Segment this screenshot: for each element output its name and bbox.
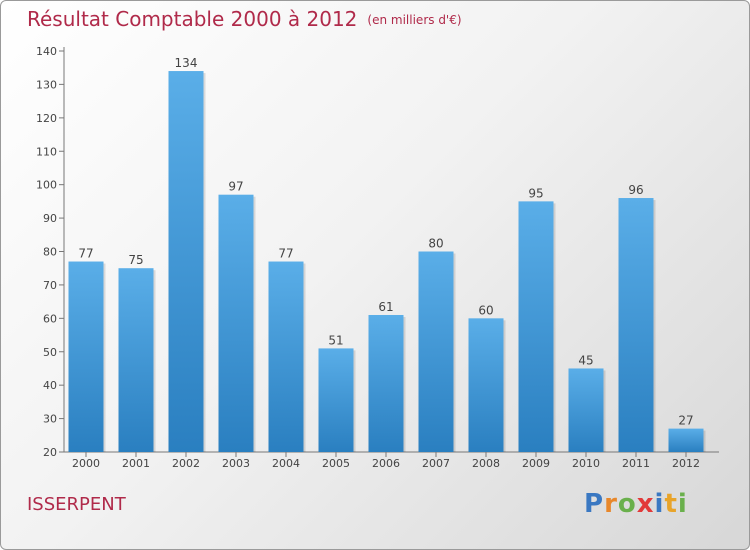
- x-tick-label: 2007: [422, 457, 450, 470]
- proxiti-logo: Proxiti: [584, 489, 688, 519]
- logo-letter: o: [617, 489, 637, 519]
- bar-2002: [168, 71, 204, 453]
- logo-letter: P: [584, 489, 605, 519]
- x-tick-label: 2008: [472, 457, 500, 470]
- bar-2006: [368, 314, 404, 452]
- y-tick-label: 20: [43, 446, 57, 459]
- bar-value-label: 134: [175, 56, 198, 70]
- bar-2008: [468, 318, 504, 452]
- bar-2010: [568, 368, 604, 452]
- bar-2004: [268, 261, 304, 452]
- bar-value-label: 45: [578, 353, 593, 367]
- logo-letter: x: [636, 489, 655, 519]
- y-tick-label: 100: [36, 179, 57, 192]
- y-tick-label: 40: [43, 379, 57, 392]
- x-tick-label: 2001: [122, 457, 150, 470]
- bar-value-label: 95: [528, 186, 543, 200]
- x-tick-label: 2002: [172, 457, 200, 470]
- bar-2011: [618, 198, 654, 452]
- chart-unit: (en milliers d'€): [367, 13, 462, 27]
- bar-value-label: 97: [228, 180, 243, 194]
- x-tick-label: 2010: [572, 457, 600, 470]
- y-tick-label: 140: [36, 45, 57, 58]
- x-tick-label: 2006: [372, 457, 400, 470]
- y-tick-label: 60: [43, 312, 57, 325]
- y-tick-label: 30: [43, 413, 57, 426]
- bar-value-label: 77: [278, 247, 293, 261]
- bar-2001: [118, 268, 154, 452]
- logo-letter: i: [677, 489, 688, 519]
- y-tick-label: 110: [36, 145, 57, 158]
- bar-value-label: 80: [428, 237, 443, 251]
- x-tick-label: 2000: [72, 457, 100, 470]
- bar-value-label: 27: [678, 414, 693, 428]
- logo-letter: t: [664, 489, 678, 519]
- y-tick-label: 50: [43, 346, 57, 359]
- bar-2000: [68, 261, 104, 452]
- logo-letter: r: [604, 489, 618, 519]
- y-tick-label: 70: [43, 279, 57, 292]
- bar-value-label: 96: [628, 183, 643, 197]
- bar-2005: [318, 348, 354, 452]
- bar-2003: [218, 194, 254, 453]
- x-tick-label: 2011: [622, 457, 650, 470]
- bar-value-label: 51: [328, 333, 343, 347]
- bar-2012: [668, 428, 704, 452]
- x-tick-label: 2009: [522, 457, 550, 470]
- x-tick-label: 2003: [222, 457, 250, 470]
- x-tick-label: 2005: [322, 457, 350, 470]
- bar-value-label: 61: [378, 300, 393, 314]
- bar-value-label: 60: [478, 303, 493, 317]
- bar-value-label: 77: [78, 247, 93, 261]
- logo-letter: i: [654, 489, 665, 519]
- y-tick-label: 130: [36, 78, 57, 91]
- chart-title: Résultat Comptable 2000 à 2012 (en millie…: [27, 7, 462, 31]
- commune-name: ISSERPENT: [27, 494, 126, 515]
- x-tick-label: 2004: [272, 457, 300, 470]
- bar-2009: [518, 201, 554, 452]
- y-tick-label: 80: [43, 246, 57, 259]
- y-tick-label: 90: [43, 212, 57, 225]
- chart-title-text: Résultat Comptable 2000 à 2012: [27, 7, 358, 31]
- y-tick-label: 120: [36, 112, 57, 125]
- bar-value-label: 75: [128, 253, 143, 267]
- x-tick-label: 2012: [672, 457, 700, 470]
- bar-2007: [418, 251, 454, 452]
